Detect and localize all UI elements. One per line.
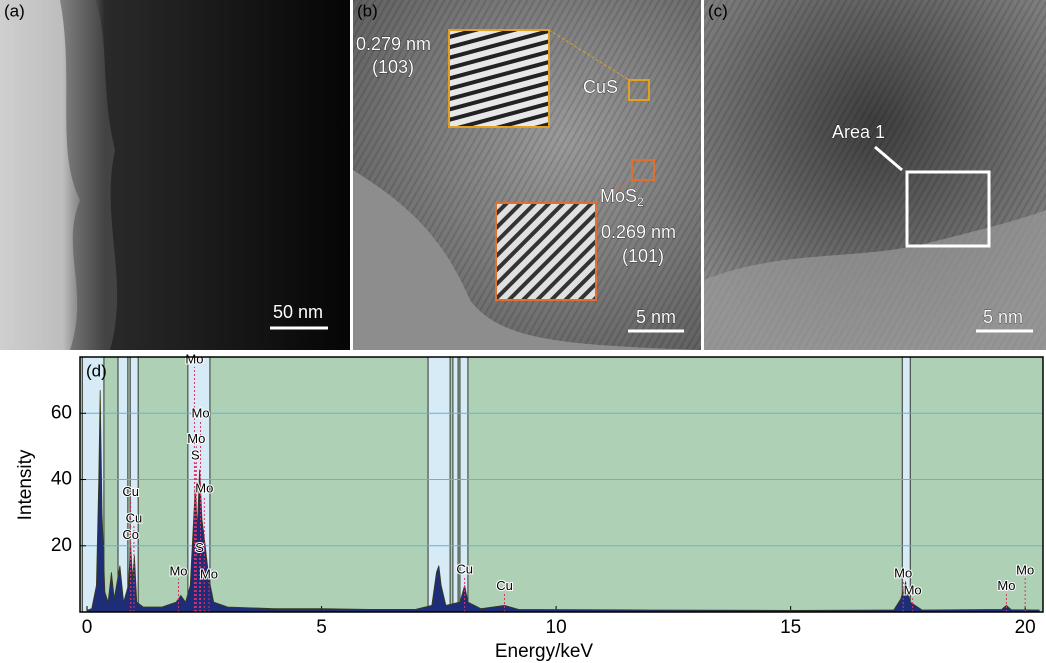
peak-label: Mo	[169, 563, 187, 578]
peak-label: Mo	[192, 406, 210, 421]
x-tick-label: 15	[780, 617, 801, 638]
peak-label: Co	[122, 527, 139, 542]
x-tick-label: 10	[546, 617, 567, 638]
peak-label: Mo	[195, 481, 213, 496]
peak-label: Cu	[122, 484, 139, 499]
peak-label: Cu	[456, 561, 473, 576]
area-label: Area 1	[832, 122, 885, 142]
x-tick-label: 20	[1015, 617, 1036, 638]
scale-label: 5 nm	[636, 307, 676, 327]
panel-b: (b) 0.279 nm (103) CuS MoS2 0.269 nm (10…	[353, 0, 701, 350]
panel-label: (b)	[357, 1, 378, 20]
phase-label: CuS	[583, 77, 618, 97]
peak-label: S	[191, 447, 200, 462]
x-tick-label: 5	[316, 617, 327, 638]
scale-label: 5 nm	[983, 307, 1023, 327]
panel-d: (d) Energy/keV Intensity 20 40 60 0 5 10 15 20 M…	[15, 351, 1043, 662]
panel-label: (d)	[86, 361, 107, 380]
y-tick-label: 60	[51, 402, 72, 423]
peak-label: Cu	[126, 510, 143, 525]
peak-label: Cu	[496, 578, 513, 593]
x-axis-label: Energy/keV	[495, 641, 594, 662]
panel-a: (a) 50 nm	[0, 0, 350, 350]
phase-text: MoS	[600, 186, 637, 206]
peak-label: Mo	[1016, 562, 1034, 577]
peak-label: Mo	[200, 567, 218, 582]
peak-label: Mo	[185, 351, 203, 366]
peak-label: Mo	[904, 583, 922, 598]
x-tick-label: 0	[82, 617, 93, 638]
y-tick-label: 40	[51, 469, 72, 490]
miller-index: (103)	[372, 57, 414, 77]
panel-c: (c) Area 1 5 nm	[704, 0, 1046, 350]
peak-label: Mo	[187, 431, 205, 446]
panel-label: (a)	[4, 1, 25, 20]
peak-label: Mo	[997, 578, 1015, 593]
peak-label: S	[195, 540, 204, 555]
y-tick-label: 20	[51, 535, 72, 556]
panel-label: (c)	[708, 1, 728, 20]
d-spacing: 0.279 nm	[356, 34, 431, 54]
peak-label: Mo	[894, 565, 912, 580]
miller-index: (101)	[622, 246, 664, 266]
d-spacing: 0.269 nm	[601, 222, 676, 242]
figure: (a) 50 nm (b) 0.279 nm (103) CuS MoS2 0.…	[0, 0, 1046, 663]
subscript: 2	[637, 195, 644, 209]
scale-label: 50 nm	[273, 302, 323, 322]
y-axis-label: Intensity	[15, 449, 36, 520]
